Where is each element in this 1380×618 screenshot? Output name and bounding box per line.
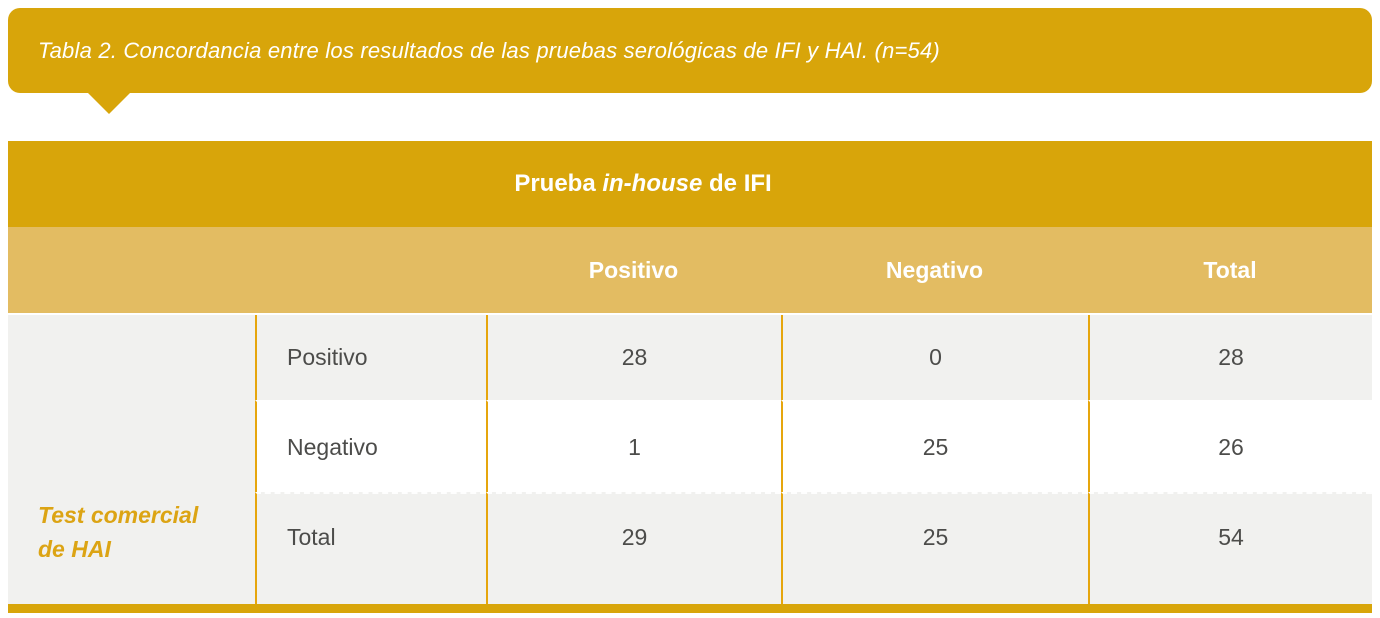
cell-negativo-negativo: 25 bbox=[781, 400, 1088, 492]
cell-positivo-negativo: 0 bbox=[781, 315, 1088, 400]
row-group-header-cell: Test comercial de HAI bbox=[8, 315, 255, 604]
cell-total-total: 54 bbox=[1088, 492, 1372, 604]
cell-positivo-total: 28 bbox=[1088, 315, 1372, 400]
concordance-table: Prueba in-house de IFI Positivo Negativo… bbox=[8, 141, 1372, 604]
header-text-prueba: Prueba bbox=[514, 170, 603, 197]
table-caption: Tabla 2. Concordancia entre los resultad… bbox=[38, 37, 940, 63]
table-body: Test comercial de HAI Positivo 28 0 28 N… bbox=[8, 313, 1372, 604]
col-header-negativo: Negativo bbox=[885, 256, 984, 283]
caption-banner: Tabla 2. Concordancia entre los resultad… bbox=[8, 8, 1372, 93]
cell-positivo-positivo: 28 bbox=[486, 315, 781, 400]
header-text-in-house: in-house bbox=[602, 170, 703, 197]
cell-negativo-positivo: 1 bbox=[486, 400, 781, 492]
cell-total-negativo: 25 bbox=[781, 492, 1088, 604]
col-header-positivo: Positivo bbox=[588, 256, 679, 283]
col-header-total: Total bbox=[1203, 256, 1257, 283]
row-positivo-label: Positivo bbox=[255, 315, 486, 400]
column-group-header: Prueba in-house de IFI bbox=[8, 141, 1372, 227]
row-total-label: Total bbox=[255, 492, 486, 604]
row-negativo-label: Negativo bbox=[255, 400, 486, 492]
cell-total-positivo: 29 bbox=[486, 492, 781, 604]
cell-negativo-total: 26 bbox=[1088, 400, 1372, 492]
header-text-de-ifi: de IFI bbox=[702, 170, 772, 197]
caption-pointer-triangle bbox=[88, 93, 130, 114]
sub-header-row: Positivo Negativo Total bbox=[8, 227, 1372, 313]
bottom-accent-bar bbox=[8, 604, 1372, 613]
row-group-label-line2: de HAI bbox=[38, 535, 111, 562]
row-group-label-line1: Test comercial bbox=[38, 502, 199, 529]
column-group-header-text: Prueba in-house de IFI bbox=[514, 170, 771, 198]
